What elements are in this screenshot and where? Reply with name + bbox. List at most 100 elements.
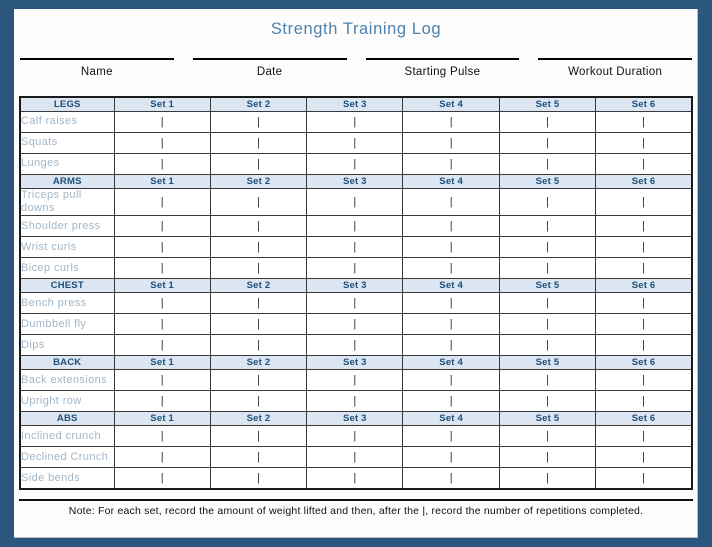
set-entry-cell[interactable]: | (402, 132, 500, 154)
set-entry-cell[interactable]: | (595, 187, 693, 217)
set-entry-cell[interactable]: | (402, 334, 500, 357)
set-entry-cell[interactable]: | (402, 215, 500, 238)
exercise-name-cell: Calf raises (19, 111, 115, 133)
set-entry-cell[interactable]: | (209, 292, 308, 315)
set-entry-cell[interactable]: | (113, 369, 211, 392)
set-entry-cell[interactable]: | (306, 467, 404, 490)
set-entry-cell[interactable]: | (498, 236, 597, 259)
set-entry-cell[interactable]: | (209, 215, 308, 238)
set-entry-cell[interactable]: | (402, 257, 500, 280)
set-entry-cell[interactable]: | (498, 257, 597, 280)
set-entry-cell[interactable]: | (306, 390, 404, 413)
set-entry-cell[interactable]: | (498, 313, 597, 336)
set-entry-cell[interactable]: | (209, 187, 308, 217)
set-entry-cell[interactable]: | (306, 187, 404, 217)
set-entry-cell[interactable]: | (498, 467, 597, 490)
set-entry-cell[interactable]: | (402, 425, 500, 448)
set-entry-cell[interactable]: | (595, 292, 693, 315)
set-entry-cell[interactable]: | (209, 257, 308, 280)
set-entry-cell[interactable]: | (595, 467, 693, 490)
set-entry-cell[interactable]: | (113, 132, 211, 154)
set-entry-cell[interactable]: | (402, 187, 500, 217)
set-entry-cell[interactable]: | (306, 446, 404, 469)
set-entry-cell[interactable]: | (595, 111, 693, 133)
set-entry-cell[interactable]: | (306, 257, 404, 280)
set-entry-cell[interactable]: | (595, 153, 693, 175)
set-entry-cell[interactable]: | (498, 187, 597, 217)
set-entry-cell[interactable]: | (306, 334, 404, 357)
name-field[interactable]: Name (20, 58, 174, 80)
set-column-header: Set 3 (306, 174, 404, 189)
set-entry-cell[interactable]: | (595, 215, 693, 238)
set-entry-cell[interactable]: | (306, 111, 404, 133)
set-entry-cell[interactable]: | (498, 215, 597, 238)
set-entry-cell[interactable]: | (498, 425, 597, 448)
set-entry-cell[interactable]: | (113, 446, 211, 469)
set-entry-cell[interactable]: | (402, 313, 500, 336)
set-entry-cell[interactable]: | (595, 446, 693, 469)
set-entry-cell[interactable]: | (595, 390, 693, 413)
set-entry-cell[interactable]: | (595, 334, 693, 357)
set-entry-cell[interactable]: | (113, 313, 211, 336)
set-entry-cell[interactable]: | (498, 153, 597, 175)
set-entry-cell[interactable]: | (595, 369, 693, 392)
set-entry-cell[interactable]: | (306, 132, 404, 154)
set-entry-cell[interactable]: | (113, 292, 211, 315)
set-entry-cell[interactable]: | (113, 425, 211, 448)
set-entry-cell[interactable]: | (498, 390, 597, 413)
set-entry-cell[interactable]: | (209, 425, 308, 448)
set-entry-cell[interactable]: | (402, 446, 500, 469)
set-entry-cell[interactable]: | (209, 111, 308, 133)
set-entry-cell[interactable]: | (209, 369, 308, 392)
set-entry-cell[interactable]: | (595, 313, 693, 336)
set-entry-cell[interactable]: | (113, 153, 211, 175)
set-entry-cell[interactable]: | (595, 257, 693, 280)
set-entry-cell[interactable]: | (402, 153, 500, 175)
set-entry-cell[interactable]: | (402, 111, 500, 133)
set-entry-cell[interactable]: | (209, 153, 308, 175)
set-entry-cell[interactable]: | (595, 425, 693, 448)
exercise-name-cell: Squats (19, 132, 115, 154)
set-entry-cell[interactable]: | (209, 334, 308, 357)
set-entry-cell[interactable]: | (209, 313, 308, 336)
set-entry-cell[interactable]: | (306, 292, 404, 315)
starting-pulse-field[interactable]: Starting Pulse (365, 58, 520, 80)
set-entry-cell[interactable]: | (306, 153, 404, 175)
set-entry-cell[interactable]: | (498, 334, 597, 357)
set-entry-cell[interactable]: | (498, 292, 597, 315)
set-entry-cell[interactable]: | (498, 446, 597, 469)
set-entry-cell[interactable]: | (209, 467, 308, 490)
set-entry-cell[interactable]: | (113, 215, 211, 238)
set-entry-cell[interactable]: | (402, 292, 500, 315)
set-entry-cell[interactable]: | (113, 111, 211, 133)
set-entry-cell[interactable]: | (209, 132, 308, 154)
set-entry-cell[interactable]: | (113, 236, 211, 259)
workout-duration-field[interactable]: Workout Duration (538, 58, 692, 80)
set-entry-cell[interactable]: | (595, 132, 693, 154)
set-entry-cell[interactable]: | (306, 425, 404, 448)
date-field[interactable]: Date (192, 58, 347, 80)
set-entry-cell[interactable]: | (209, 390, 308, 413)
set-entry-cell[interactable]: | (209, 446, 308, 469)
set-entry-cell[interactable]: | (113, 187, 211, 217)
set-entry-cell[interactable]: | (402, 467, 500, 490)
set-entry-cell[interactable]: | (113, 334, 211, 357)
set-entry-cell[interactable]: | (595, 236, 693, 259)
set-entry-cell[interactable]: | (402, 369, 500, 392)
set-entry-cell[interactable]: | (306, 215, 404, 238)
set-entry-cell[interactable]: | (113, 390, 211, 413)
set-column-header: Set 2 (209, 96, 308, 112)
set-entry-cell[interactable]: | (306, 236, 404, 259)
set-entry-cell[interactable]: | (113, 257, 211, 280)
set-entry-cell[interactable]: | (402, 236, 500, 259)
set-entry-cell[interactable]: | (498, 111, 597, 133)
set-entry-cell[interactable]: | (306, 313, 404, 336)
set-entry-cell[interactable]: | (113, 467, 211, 490)
set-entry-cell[interactable]: | (498, 369, 597, 392)
set-entry-cell[interactable]: | (402, 390, 500, 413)
set-entry-cell[interactable]: | (498, 132, 597, 154)
set-entry-cell[interactable]: | (209, 236, 308, 259)
set-column-header: Set 1 (113, 96, 211, 112)
set-entry-cell[interactable]: | (306, 369, 404, 392)
page-title: Strength Training Log (270, 20, 442, 38)
